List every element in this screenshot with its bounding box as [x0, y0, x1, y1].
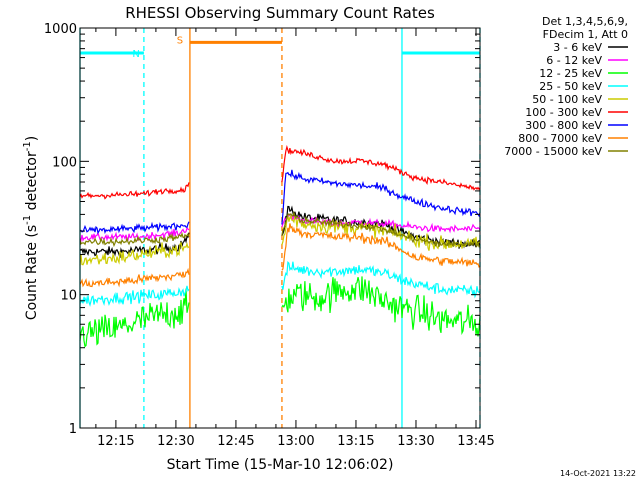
- legend-label-4: 25 - 50 keV: [539, 80, 602, 93]
- legend-header-line-1: Det 1,3,4,5,6,9,: [542, 15, 628, 28]
- legend-label-9: 7000 - 15000 keV: [504, 145, 602, 158]
- chart-title: RHESSI Observing Summary Count Rates: [125, 4, 435, 22]
- series-line-8: [79, 223, 481, 288]
- x-tick-label-1: 12:15: [97, 434, 134, 449]
- series-line-6: [79, 144, 481, 200]
- legend-label-2: 6 - 12 keV: [546, 54, 602, 67]
- series-line-7: [79, 169, 481, 235]
- x-tick-label-5: 13:15: [337, 434, 374, 449]
- timestamp: 14-Oct-2021 13:22: [560, 469, 636, 478]
- series-line-4: [79, 261, 481, 307]
- x-tick-label-6: 13:30: [397, 434, 434, 449]
- y-tick-label-4: 1000: [44, 22, 77, 37]
- x-axis-label: Start Time (15-Mar-10 12:06:02): [167, 457, 394, 473]
- y-tick-label-2: 10: [60, 289, 77, 304]
- x-tick-label-3: 12:45: [217, 434, 254, 449]
- legend-label-5: 50 - 100 keV: [532, 93, 602, 106]
- legend-label-8: 800 - 7000 keV: [518, 132, 602, 145]
- series-line-9: [79, 210, 481, 248]
- interval-label-n: N: [132, 49, 139, 60]
- interval-label-s: S: [177, 35, 183, 46]
- series-line-5: [79, 214, 481, 266]
- legend: Det 1,3,4,5,6,9, FDecim 1, Att 0 3 - 6 k…: [504, 15, 628, 158]
- legend-label-1: 3 - 6 keV: [553, 41, 602, 54]
- legend-label-3: 12 - 25 keV: [539, 67, 602, 80]
- series-line-3: [79, 276, 481, 348]
- x-axis: 12:15 12:30 12:45 13:00 13:15 13:30 13:45: [95, 28, 495, 449]
- plot-area: NS: [79, 28, 481, 428]
- y-tick-label-3: 100: [52, 155, 77, 170]
- y-axis-label: Count Rate (s-1 detector-1): [22, 136, 40, 320]
- y-axis: 1 10 100 1000: [44, 22, 480, 437]
- legend-header-line-2: FDecim 1, Att 0: [543, 28, 628, 41]
- legend-label-7: 300 - 800 keV: [525, 119, 602, 132]
- y-tick-label-1: 1: [69, 422, 77, 437]
- plot-frame: [79, 27, 481, 429]
- x-tick-label-4: 13:00: [277, 434, 314, 449]
- x-tick-label-2: 12:30: [157, 434, 194, 449]
- legend-label-6: 100 - 300 keV: [525, 106, 602, 119]
- x-tick-label-7: 13:45: [457, 434, 494, 449]
